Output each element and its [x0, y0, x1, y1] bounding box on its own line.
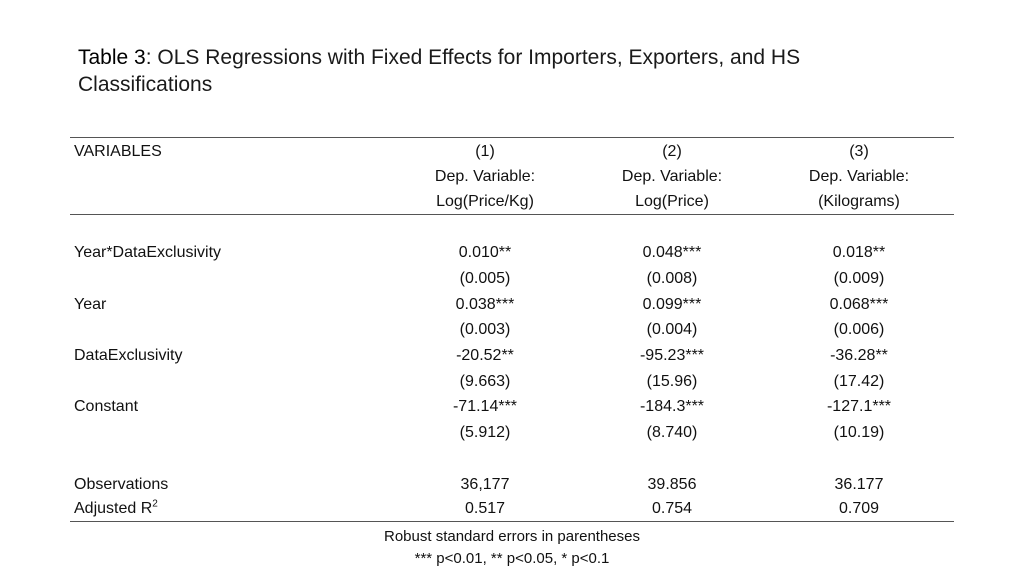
adjusted-r2-text: Adjusted R — [74, 500, 153, 517]
coefficient-cell: -71.14*** — [452, 398, 518, 415]
observations-value: 39.856 — [647, 476, 697, 493]
coefficient-cell: 0.010** — [458, 244, 512, 261]
std-error-cell: (15.96) — [646, 373, 698, 390]
col3-dep-variable: (Kilograms) — [818, 193, 900, 210]
table-note-se: Robust standard errors in parentheses — [384, 528, 640, 545]
row-label: DataExclusivity — [74, 347, 183, 364]
table-note-significance: *** p<0.01, ** p<0.05, * p<0.1 — [414, 550, 610, 567]
top-rule — [70, 137, 954, 138]
std-error-cell: (9.663) — [459, 373, 511, 390]
observations-value: 36,177 — [460, 476, 510, 493]
variables-header: VARIABLES — [74, 143, 162, 160]
col1-dep-label: Dep. Variable: — [434, 168, 536, 185]
adjusted-r2-label: Adjusted R2 — [74, 499, 158, 519]
std-error-cell: (8.740) — [646, 424, 698, 441]
adjusted-r2-value: 0.754 — [651, 500, 693, 517]
table-caption: : OLS Regressions with Fixed Effects for… — [78, 46, 801, 96]
coefficient-cell: 0.048*** — [642, 244, 702, 261]
col2-dep-variable: Log(Price) — [635, 193, 709, 210]
row-label: Year — [74, 296, 107, 313]
coefficient-cell: -127.1*** — [826, 398, 892, 415]
superscript-2: 2 — [152, 498, 158, 510]
col1-number: (1) — [475, 143, 495, 160]
std-error-cell: (0.004) — [646, 321, 698, 338]
observations-value: 36.177 — [834, 476, 884, 493]
col1-dep-variable: Log(Price/Kg) — [436, 193, 534, 210]
coefficient-cell: 0.018** — [832, 244, 886, 261]
col2-dep-label: Dep. Variable: — [621, 168, 723, 185]
bottom-rule — [70, 521, 954, 522]
adjusted-r2-value: 0.709 — [838, 500, 880, 517]
coefficient-cell: -20.52** — [456, 347, 514, 364]
table-number: Table 3 — [78, 46, 146, 69]
col3-dep-label: Dep. Variable: — [808, 168, 910, 185]
coefficient-cell: -95.23*** — [639, 347, 705, 364]
std-error-cell: (5.912) — [459, 424, 511, 441]
std-error-cell: (17.42) — [833, 373, 885, 390]
row-label: Year*DataExclusivity — [74, 244, 222, 261]
table-title: Table 3: OLS Regressions with Fixed Effe… — [78, 44, 938, 98]
coefficient-cell: -36.28** — [830, 347, 888, 364]
adjusted-r2-value: 0.517 — [464, 500, 506, 517]
std-error-cell: (0.003) — [459, 321, 511, 338]
coefficient-cell: 0.068*** — [829, 296, 889, 313]
observations-label: Observations — [74, 476, 169, 493]
row-label: Constant — [74, 398, 139, 415]
col3-number: (3) — [849, 143, 869, 160]
std-error-cell: (0.008) — [646, 270, 698, 287]
std-error-cell: (0.009) — [833, 270, 885, 287]
std-error-cell: (10.19) — [833, 424, 885, 441]
coefficient-cell: -184.3*** — [639, 398, 705, 415]
coefficient-cell: 0.099*** — [642, 296, 702, 313]
std-error-cell: (0.005) — [459, 270, 511, 287]
col2-number: (2) — [662, 143, 682, 160]
coefficient-cell: 0.038*** — [455, 296, 515, 313]
std-error-cell: (0.006) — [833, 321, 885, 338]
header-rule — [70, 214, 954, 215]
